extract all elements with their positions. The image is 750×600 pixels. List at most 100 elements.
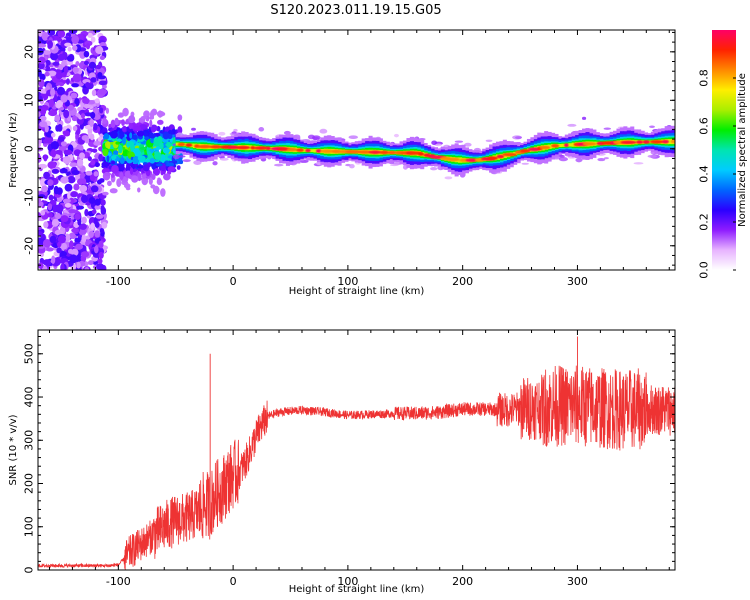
snr-y-tick-label: 300 <box>23 430 36 451</box>
spectrogram-noise-blob <box>89 133 95 141</box>
spectrogram-noise-blob <box>68 209 78 214</box>
spectrogram-cluster-blob <box>142 164 150 172</box>
spectrogram-noise-blob <box>66 55 75 62</box>
spectrogram-halo-blob <box>182 159 191 163</box>
spectrogram-ridge-band <box>313 149 318 153</box>
spectrogram-noise-blob <box>84 266 90 270</box>
spectrogram-noise-blob <box>99 228 105 234</box>
snr-x-tick-label: 100 <box>337 575 358 588</box>
spectrogram-noise-blob <box>60 176 69 184</box>
spectrogram-noise-blob <box>38 153 41 163</box>
spectrogram-noise-blob <box>39 178 48 187</box>
spectrogram-noise-blob <box>58 145 67 152</box>
spectrogram-cluster-blob <box>155 146 161 151</box>
spectrogram-noise-blob <box>67 46 72 52</box>
spectrogram-cluster-blob <box>132 168 136 173</box>
spectrogram-noise-blob <box>39 115 47 122</box>
spectrogram-ridge-band <box>675 138 679 146</box>
spectrogram-cluster-blob <box>136 165 145 169</box>
spectrogram-halo-blob <box>389 164 399 167</box>
spectrogram-noise-blob <box>45 59 51 66</box>
spectrogram-halo-blob <box>218 131 226 136</box>
spectrogram-noise-blob <box>87 156 92 162</box>
spectrogram-noise-blob <box>63 109 70 119</box>
spectrogram-peak <box>209 145 222 149</box>
spectrogram-cluster-blob <box>129 132 133 139</box>
snr-y-tick-label: 500 <box>23 343 36 364</box>
spectrogram-peak <box>197 144 212 149</box>
spectrogram-noise-blob <box>47 179 54 186</box>
spectrogram-peak <box>496 154 505 159</box>
spectrogram-noise-blob <box>96 179 102 185</box>
spectrogram-noise-blob <box>80 113 86 119</box>
spectrogram-cluster-blob <box>111 164 119 174</box>
spectrogram-noise-blob <box>67 175 76 184</box>
spectrogram-peak <box>379 150 390 155</box>
spectrogram-halo-blob <box>273 163 284 167</box>
spectrogram-noise-blob <box>94 198 101 206</box>
spectrogram-peak <box>670 139 675 144</box>
spectrogram-noise-blob <box>74 213 81 220</box>
spectrogram-noise-blob <box>57 30 66 38</box>
snr-y-axis-label: SNR (10 * v/v) <box>8 414 19 485</box>
spectrogram-noise-blob <box>95 46 104 55</box>
spectrogram-cluster-blob <box>135 152 139 157</box>
spectrogram-noise-blob <box>95 214 104 219</box>
spectrogram-noise-blob <box>74 237 81 244</box>
spectrogram-noise-blob <box>77 218 82 226</box>
spectrogram-cluster-blob <box>101 161 110 168</box>
spectrogram-peak <box>357 150 372 154</box>
spectrogram-noise-blob <box>68 254 78 264</box>
spectrogram-cluster-blob <box>117 112 125 118</box>
snr-y-tick-label: 100 <box>23 516 36 537</box>
spectrogram-noise-blob <box>84 137 90 144</box>
spectrogram-noise-blob <box>72 66 79 73</box>
spectrogram-cluster-blob <box>105 107 110 114</box>
spectrogram-y-tick-label: -10 <box>23 188 36 206</box>
snr-panel: -100 0 100 200 300 0 100 200 300 400 500 Height o… <box>8 329 676 595</box>
spectrogram-noise-blob <box>38 237 43 246</box>
spectrogram-halo-blob <box>193 160 202 166</box>
spectrogram-cluster-blob <box>162 131 170 140</box>
spectrogram-peak <box>649 140 664 144</box>
spectrogram-x-tick-label: 200 <box>452 275 473 288</box>
spectrogram-noise-blob <box>53 185 59 195</box>
spectrogram-y-ticks: -20 -10 0 10 20 <box>23 31 675 266</box>
spectrogram-cluster-blob <box>110 119 116 129</box>
spectrogram-cluster-blob <box>119 172 124 180</box>
spectrogram-noise-blob <box>63 149 73 156</box>
spectrogram-cluster-blob <box>121 119 125 127</box>
spectrogram-noise-blob <box>71 227 80 233</box>
spectrogram-y-tick-label: 10 <box>23 93 36 107</box>
spectrogram-peak <box>345 150 362 154</box>
spectrogram-peak <box>465 158 478 163</box>
spectrogram-cluster-blob <box>113 150 119 155</box>
snr-x-tick-label: 300 <box>567 575 588 588</box>
spectrogram-noise-blob <box>72 125 78 132</box>
spectrogram-noise-blob <box>42 138 49 144</box>
spectrogram-halo-blob <box>649 125 655 129</box>
spectrogram-noise-blob <box>60 263 65 270</box>
spectrogram-noise-blob <box>42 259 52 266</box>
spectrogram-noise-blob <box>50 87 56 97</box>
spectrogram-noise-blob <box>47 161 57 169</box>
spectrogram-noise-blob <box>85 170 93 176</box>
spectrogram-noise-blob <box>43 171 51 180</box>
spectrogram-halo-blob <box>219 157 229 161</box>
spectrogram-ridge-band <box>568 143 573 147</box>
spectrogram-cluster-blob <box>160 165 166 171</box>
spectrogram-noise-blob <box>46 247 54 252</box>
spectrogram-noise-blob <box>93 171 99 177</box>
spectrogram-peak <box>417 152 425 156</box>
spectrogram-noise-blob <box>62 156 71 164</box>
spectrogram-noise-blob <box>57 64 64 71</box>
spectrogram-halo-blob <box>435 143 442 147</box>
spectrogram-marks <box>38 30 679 270</box>
colorbar: 0.0 0.2 0.4 0.6 0.8 Normalized spectral ampl… <box>698 30 748 279</box>
spectrogram-noise-blob <box>64 183 73 192</box>
spectrogram-cluster-blob <box>167 166 176 172</box>
spectrogram-cluster-blob <box>141 177 149 186</box>
spectrogram-noise-blob <box>79 152 86 160</box>
spectrogram-noise-blob <box>93 141 102 146</box>
spectrogram-noise-blob <box>56 99 63 108</box>
